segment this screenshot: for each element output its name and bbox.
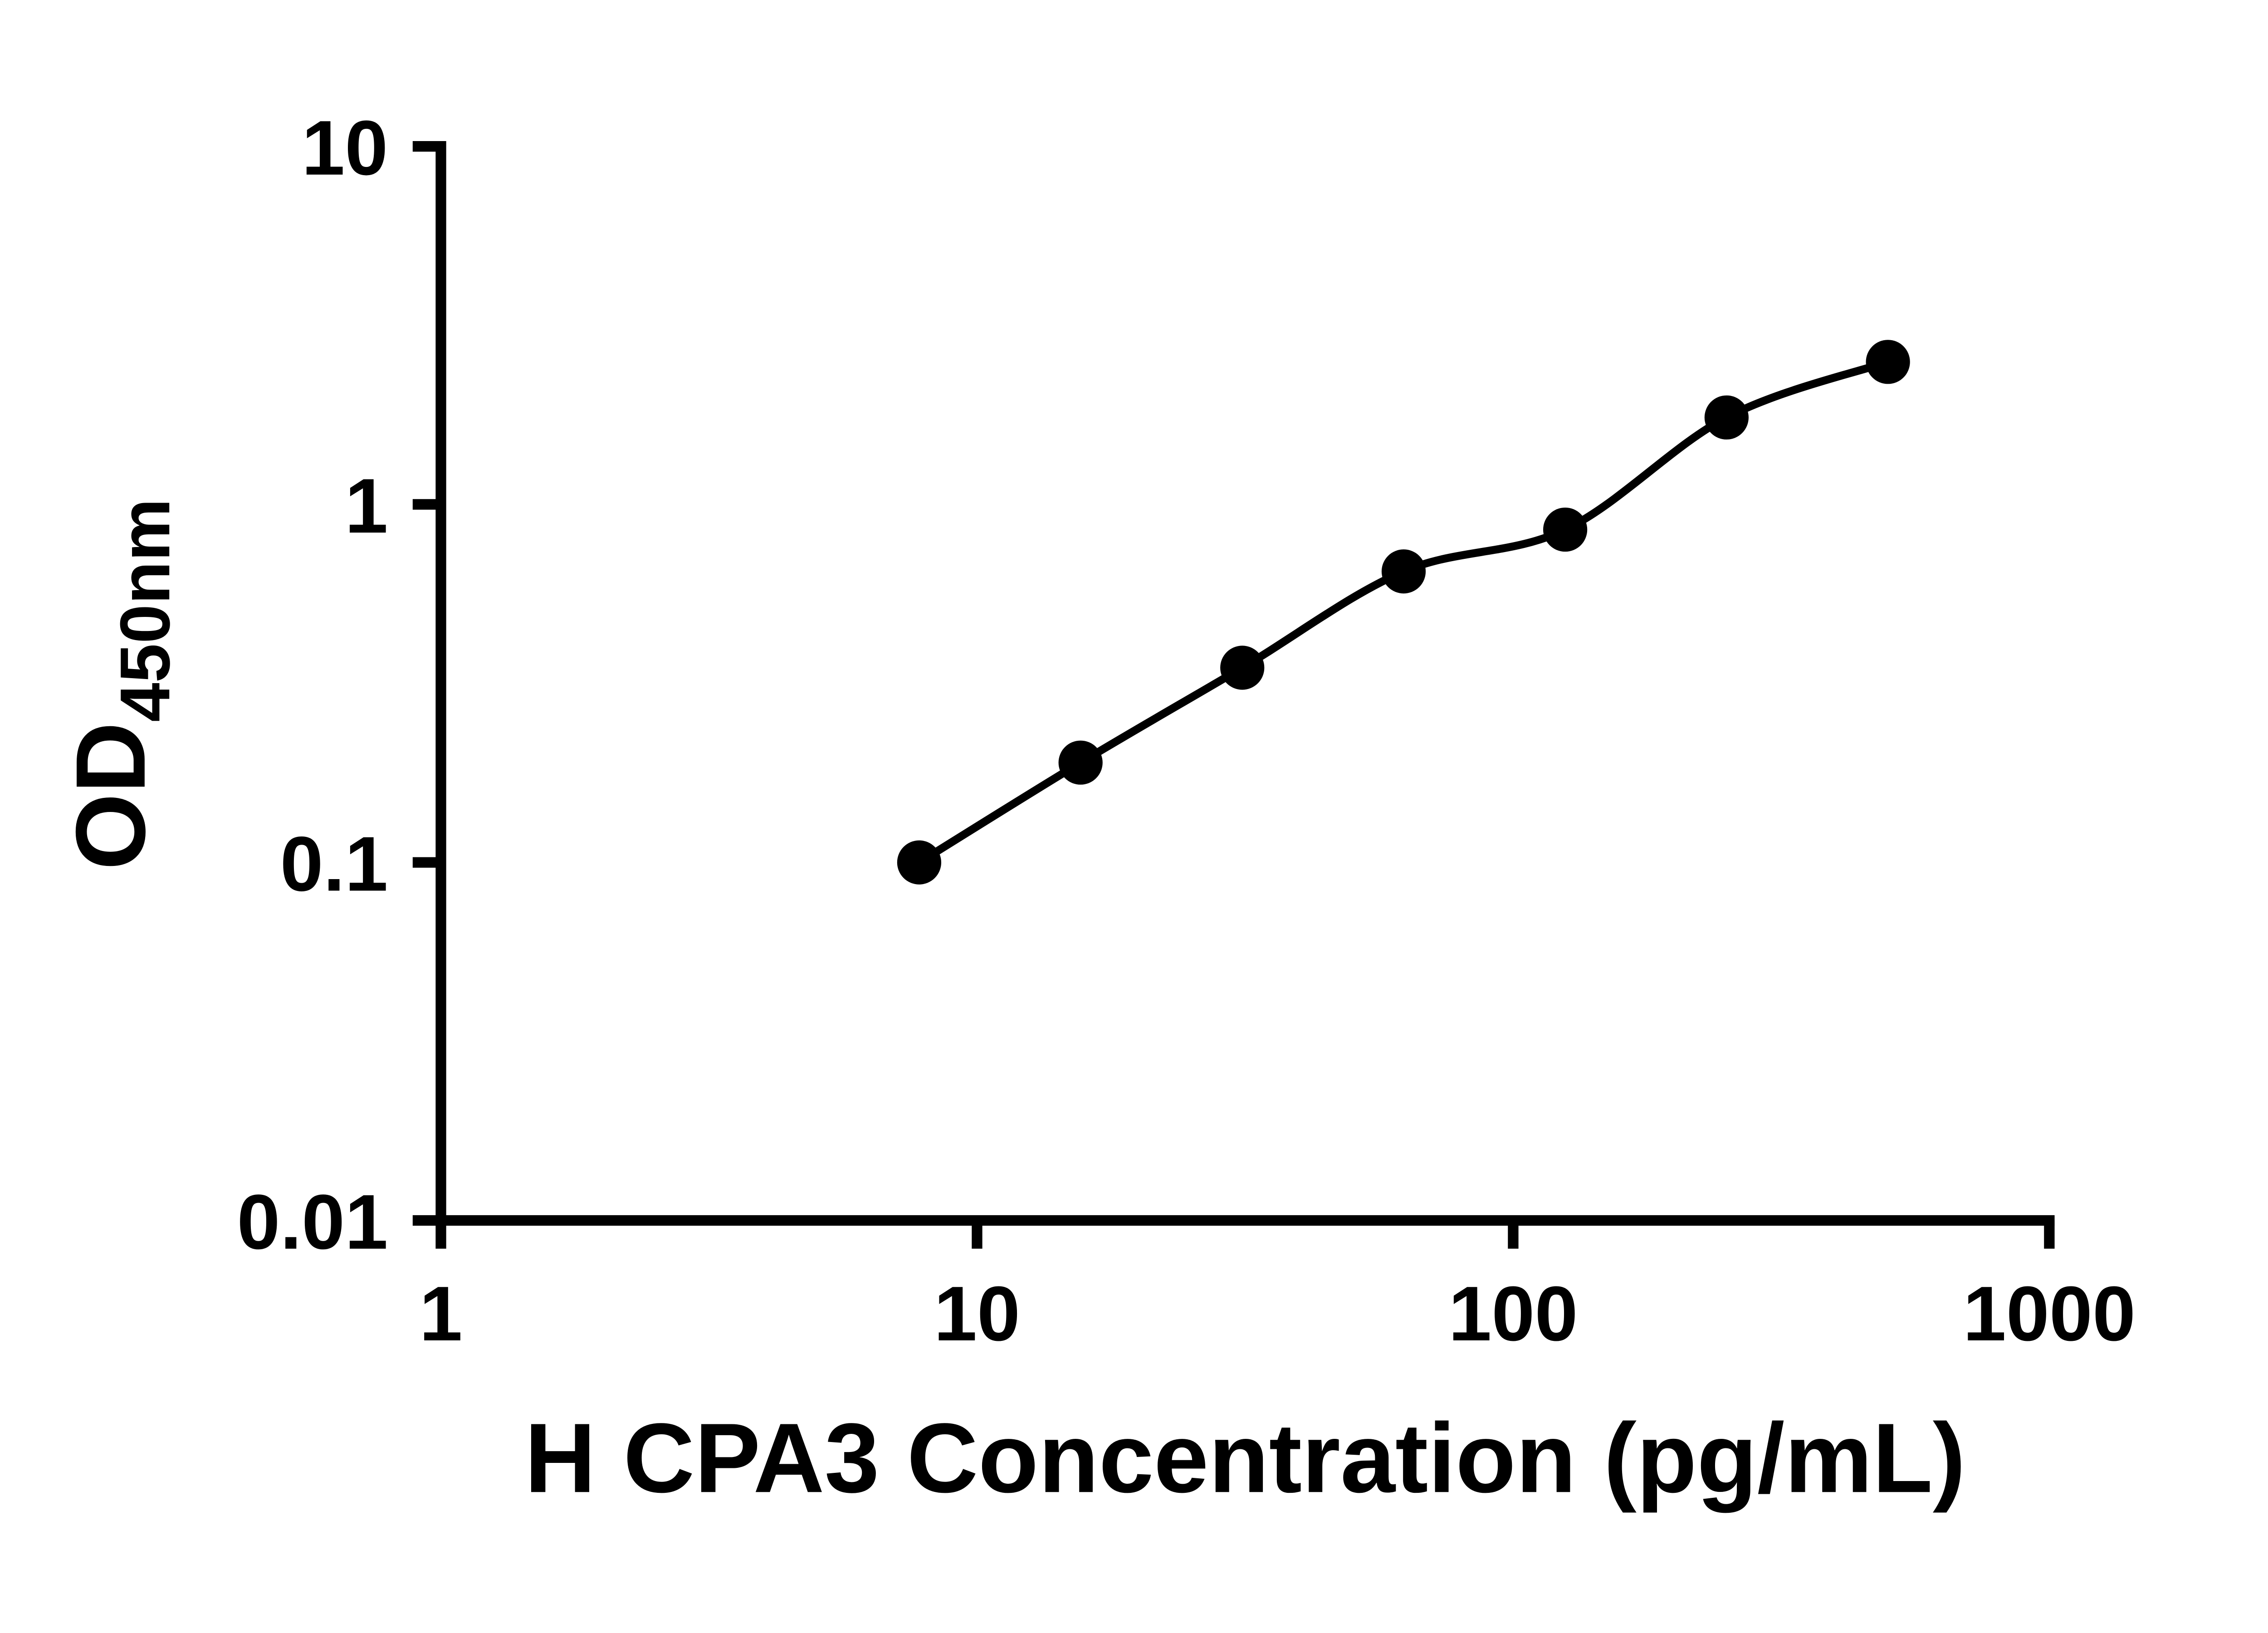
- x-tick-label: 100: [1448, 1271, 1578, 1357]
- x-tick-label: 1: [419, 1271, 462, 1357]
- data-point: [1058, 740, 1103, 785]
- y-axis-title-subscript: 450nm: [105, 499, 184, 722]
- plot-area: 1 10 100 1000 0.01 0.1 1 10: [237, 105, 2136, 1357]
- x-axis-title: H CPA3 Concentration (pg/mL): [524, 1403, 1965, 1513]
- data-point: [1543, 507, 1588, 552]
- fit-curve: [917, 358, 1889, 866]
- x-tick-label: 10: [934, 1271, 1020, 1357]
- y-tick-label: 0.01: [237, 1179, 388, 1266]
- data-point: [1220, 645, 1265, 690]
- y-tick-label: 0.1: [280, 821, 388, 907]
- elisa-standard-curve-figure: 1 10 100 1000 0.01 0.1 1 10 H CPA3 Concentratio…: [55, 104, 2136, 1514]
- data-point: [1381, 549, 1426, 594]
- x-tick-label: 1000: [1963, 1271, 2136, 1357]
- y-axis-title: OD450nm: [56, 499, 184, 870]
- data-point: [897, 840, 942, 885]
- y-axis-title-main: OD: [56, 722, 166, 870]
- data-point: [1704, 395, 1749, 440]
- y-tick-label: 10: [302, 105, 388, 191]
- data-point: [1866, 340, 1910, 384]
- y-tick-label: 1: [345, 463, 388, 549]
- standard-curve-chart: 1 10 100 1000 0.01 0.1 1 10 H CPA3 Concentratio…: [55, 104, 2136, 1514]
